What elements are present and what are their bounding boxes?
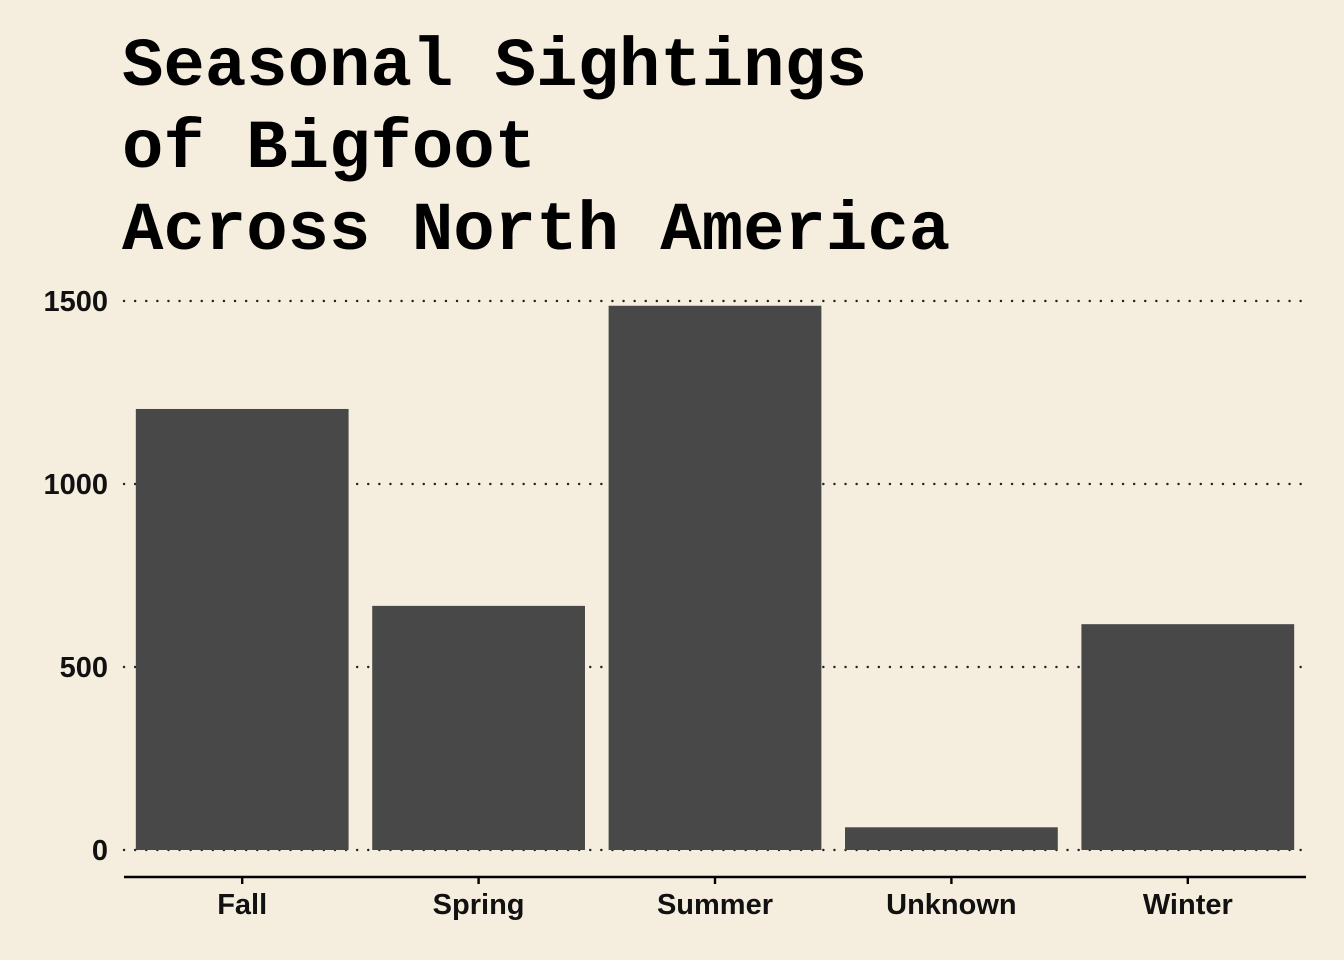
bar-winter — [1081, 624, 1295, 850]
bar-spring — [372, 605, 585, 850]
y-tick-label: 0 — [92, 835, 108, 867]
x-tick-label: Spring — [433, 889, 525, 921]
bar-summer — [608, 305, 822, 850]
x-tick-label: Fall — [217, 889, 267, 921]
y-tick-label: 500 — [60, 652, 108, 684]
bar-fall — [135, 408, 349, 850]
bar-unknown — [845, 827, 1058, 850]
x-tick-label: Unknown — [886, 889, 1017, 921]
axes: 0 500 1000 1500 Fall Spring Summer Unknown Winte… — [43, 286, 1306, 921]
y-tick-label: 1500 — [43, 286, 108, 318]
y-tick-label: 1000 — [43, 469, 108, 501]
x-tick-label: Summer — [657, 889, 773, 921]
bars — [135, 305, 1295, 850]
x-tick-label: Winter — [1143, 889, 1233, 921]
chart-title: Seasonal Sightings of Bigfoot Across Nor… — [122, 28, 951, 270]
